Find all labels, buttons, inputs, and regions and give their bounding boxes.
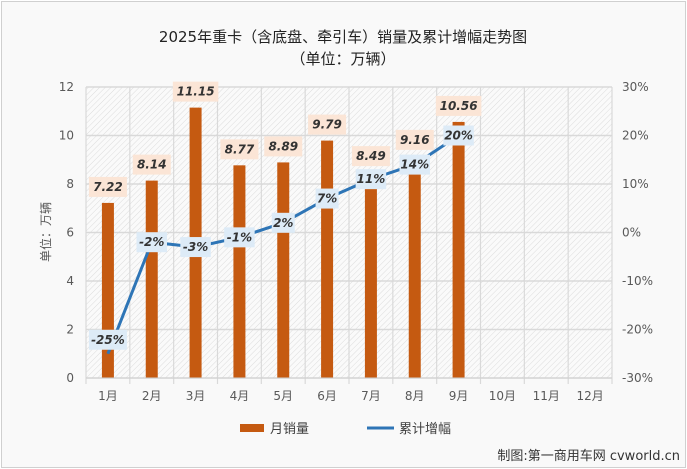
credit-text: 制图:第一商用车网 cvworld.cn [497,448,680,464]
y2-tick-label: 10% [622,177,649,191]
x-tick-label: 4月 [230,389,250,403]
line-data-label: -2% [139,235,164,249]
bar-7月 [364,172,377,378]
y2-tick-label: -10% [622,274,653,288]
y-tick-label: 12 [59,80,74,94]
line-data-label: 7% [317,192,337,206]
bar-2月 [145,180,158,378]
line-data-label-bg [443,125,474,146]
line-data-label-bg [399,154,430,175]
y-tick-label: 10 [59,129,74,143]
bar-data-label-bg [395,129,434,150]
line-data-label-bg [136,232,167,253]
bar-data-label: 10.56 [440,99,478,113]
y2-tick-label: -20% [622,323,653,337]
line-data-label-bg [224,227,255,248]
bar-4月 [233,165,246,378]
line-data-label-bg [355,169,387,190]
legend-bar-label: 月销量 [270,422,309,437]
bar-data-label: 11.15 [177,85,215,99]
bar-data-label-bg [435,95,482,116]
line-data-label-bg [180,237,211,258]
y-tick-label: 6 [66,226,74,240]
legend-line-label: 累计增幅 [399,422,451,437]
y2-tick-label: 20% [622,129,649,143]
x-tick-label: 7月 [361,389,381,403]
bar-data-label: 9.16 [400,133,430,147]
line-data-label-bg [271,212,295,233]
x-tick-label: 2月 [142,389,162,403]
y2-tick-label: 30% [622,80,649,94]
x-tick-label: 11月 [533,389,560,403]
bar-5月 [277,162,290,378]
line-data-label-bg [88,329,127,350]
y-axis-label: 单位：万辆 [38,202,53,262]
bar-data-label-bg [308,114,347,135]
x-tick-label: 9月 [449,389,469,403]
bar-6月 [321,140,334,378]
y2-tick-label: 0% [622,226,641,240]
line-data-label: 20% [444,129,473,143]
y-tick-label: 8 [66,177,74,191]
line-data-label: -25% [91,333,125,347]
bar-data-label-bg [220,139,259,160]
x-tick-label: 8月 [405,389,425,403]
x-tick-label: 1月 [98,389,118,403]
bar-data-label: 7.22 [93,180,123,194]
bar-data-label-bg [132,154,171,175]
x-tick-label: 3月 [186,389,206,403]
bar-data-label-bg [351,146,390,167]
bar-data-label-bg [88,176,127,197]
line-data-label-bg [315,188,339,209]
y-tick-label: 4 [66,274,74,288]
chart-subtitle: （单位：万辆） [290,50,395,68]
x-tick-label: 6月 [317,389,337,403]
bar-data-label: 8.49 [356,149,386,163]
bar-data-label: 9.79 [312,118,342,132]
y-tick-label: 0 [66,371,74,385]
bar-9月 [452,121,465,379]
y2-tick-label: -30% [622,371,653,385]
line-data-label: -1% [227,230,252,244]
chart-title: 2025年重卡（含底盘、牵引车）销量及累计增幅走势图 [159,28,527,46]
x-tick-label: 5月 [273,389,293,403]
x-tick-label: 10月 [489,389,516,403]
line-data-label: 2% [273,216,293,230]
bar-data-label: 8.77 [225,142,255,156]
bar-data-label-bg [172,81,219,102]
x-tick-label: 12月 [576,389,603,403]
bar-data-label: 8.89 [268,139,298,153]
line-data-label: 14% [400,158,429,172]
bar-data-label: 8.14 [137,158,167,172]
line-data-label: -3% [183,240,208,254]
legend-bar-swatch [240,424,264,432]
bar-data-label-bg [264,136,303,157]
line-data-label: 11% [357,172,386,186]
bar-8月 [408,155,421,378]
y-tick-label: 2 [66,323,74,337]
